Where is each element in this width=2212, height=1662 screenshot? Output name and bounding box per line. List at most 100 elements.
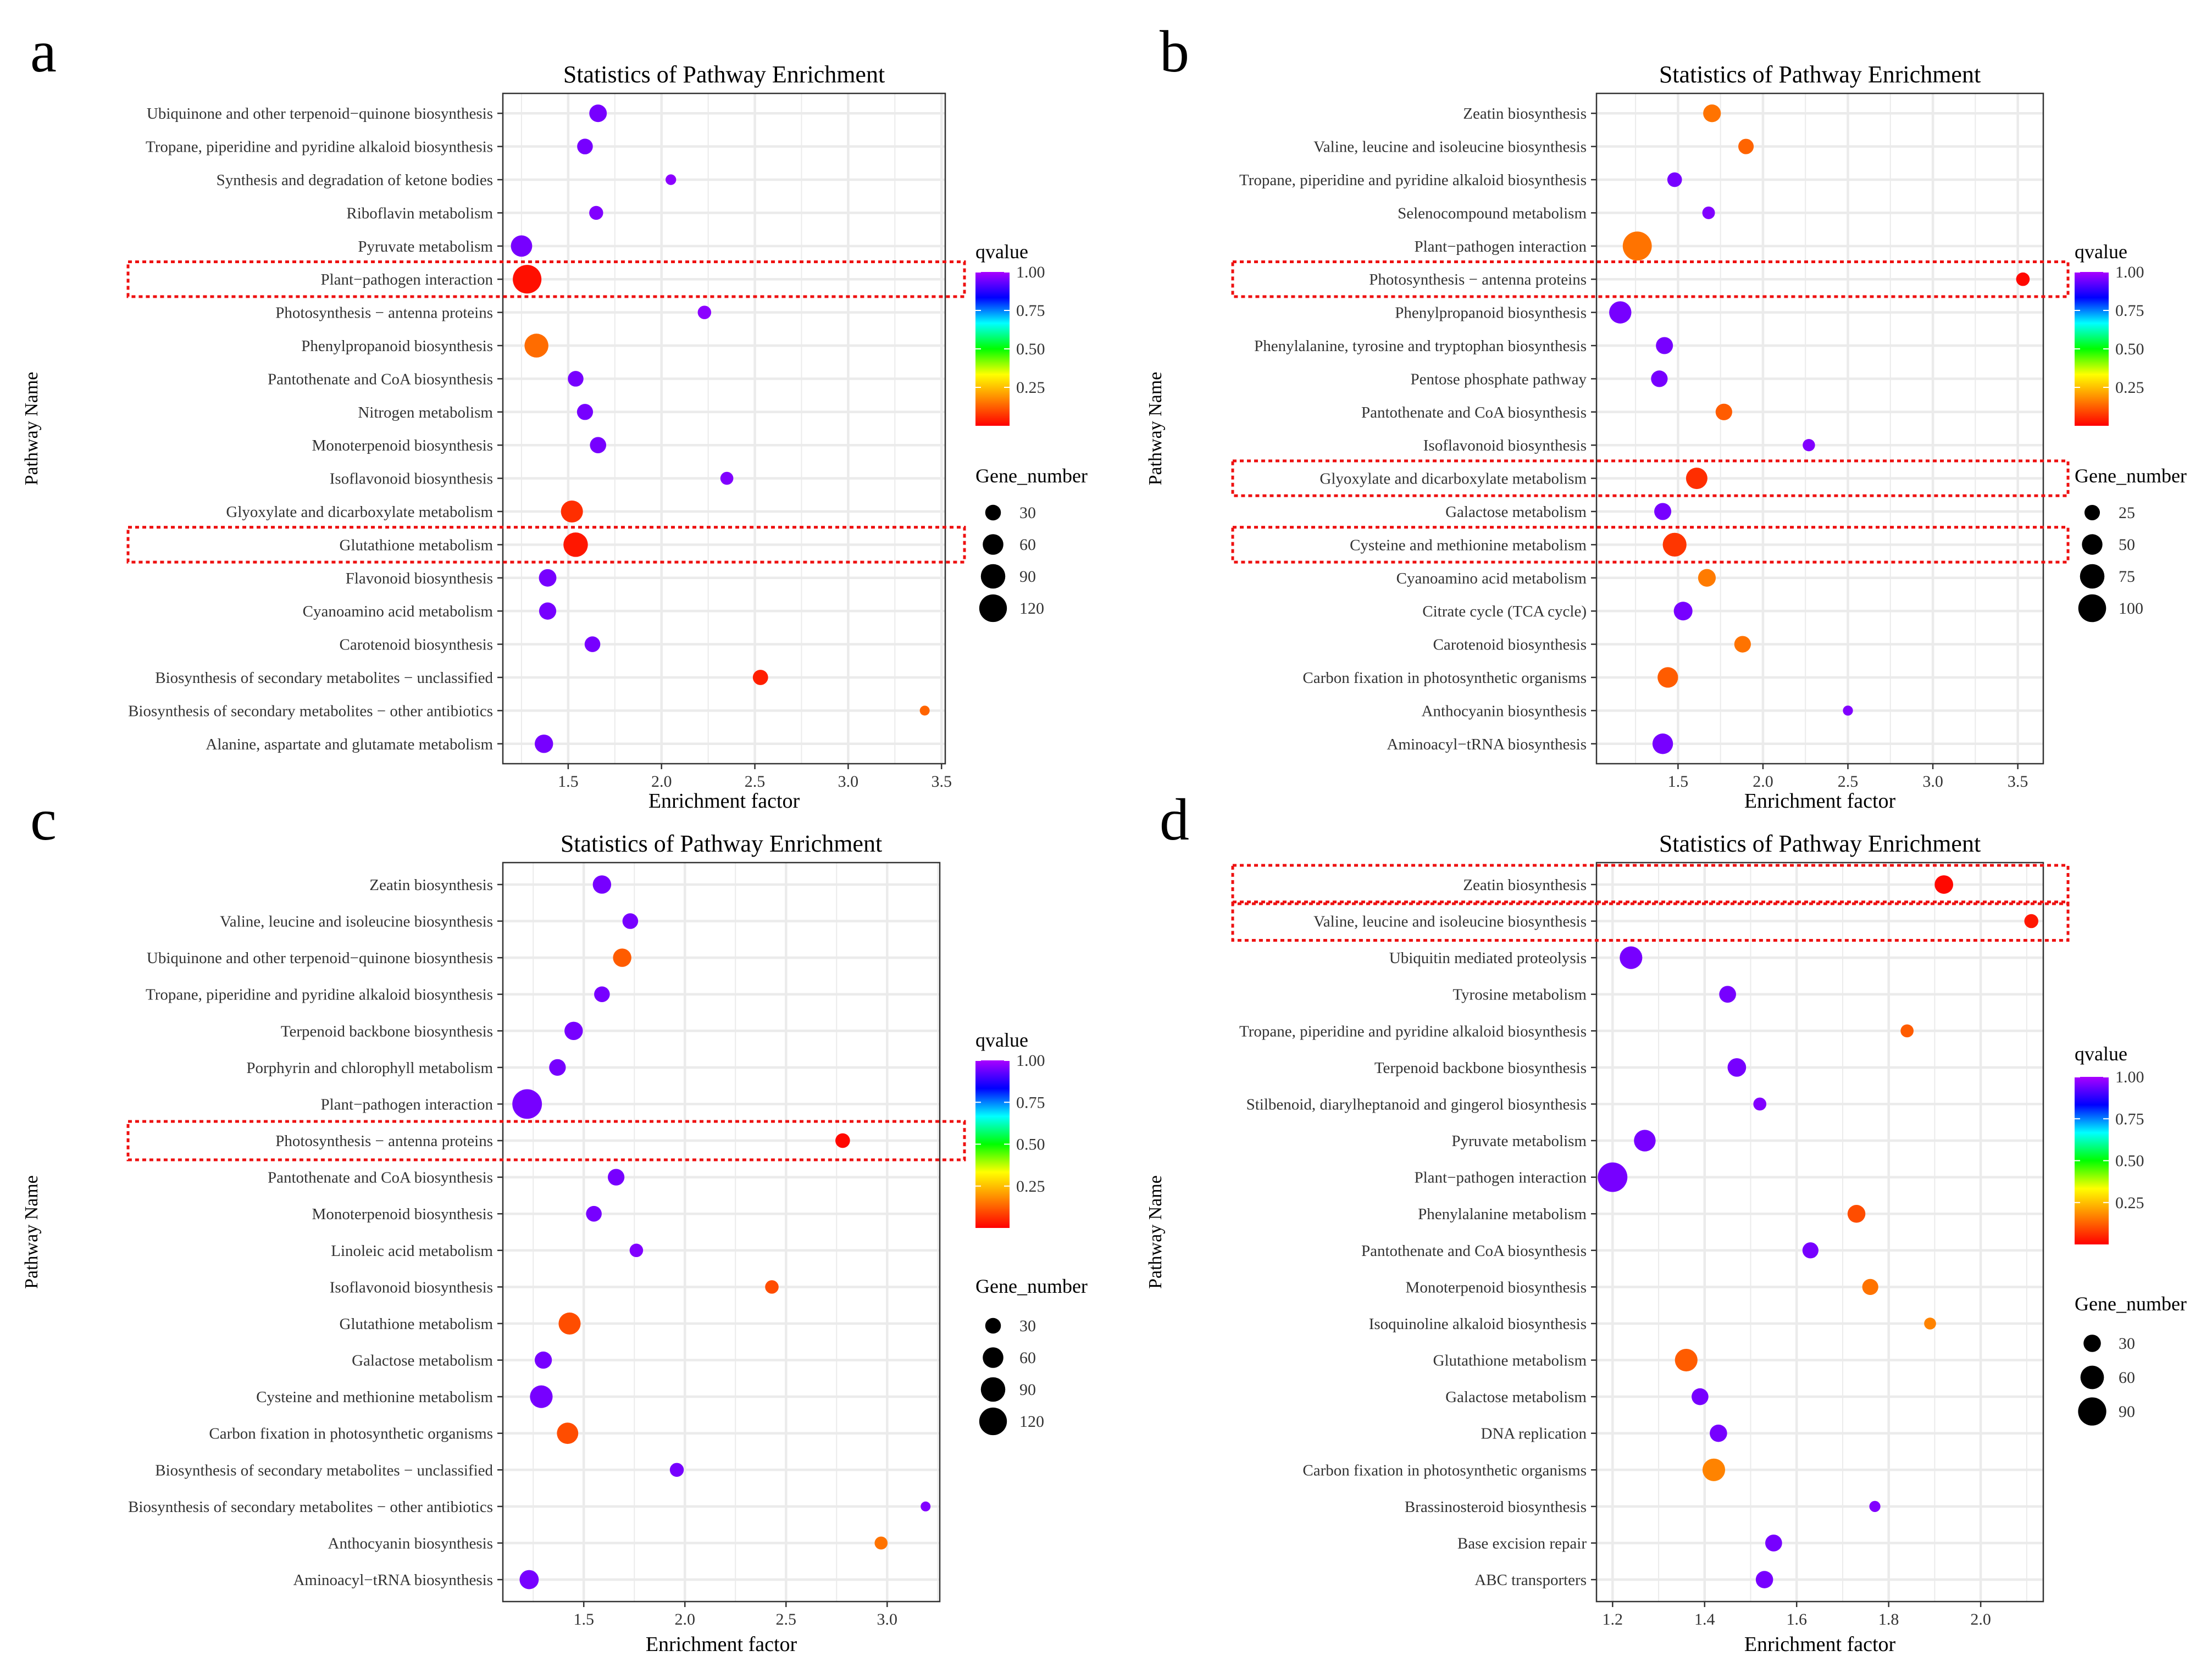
colorbar-tick-label: 0.50 [1016, 340, 1045, 358]
size-legend-key [985, 504, 1001, 521]
y-tick-label: Glutathione metabolism [340, 1315, 494, 1333]
data-point [513, 265, 542, 294]
data-point [1620, 946, 1643, 969]
size-legend-label: 60 [1019, 536, 1036, 554]
y-tick-label: Zeatin biosynthesis [1463, 105, 1587, 123]
data-point [1657, 667, 1678, 688]
y-tick-label: Glutathione metabolism [340, 536, 494, 554]
data-point [607, 1169, 625, 1186]
x-axis-title: Enrichment factor [648, 790, 800, 813]
y-tick-label: Glyoxylate and dicarboxylate metabolism [226, 503, 493, 521]
data-point [511, 235, 533, 257]
size-legend-key [980, 564, 1006, 589]
size-legend-label: 90 [2119, 1403, 2135, 1421]
size-legend-key [2080, 1365, 2104, 1389]
data-point [563, 532, 588, 557]
y-tick-label: Biosynthesis of secondary metabolites − … [128, 702, 493, 720]
data-point [1900, 1024, 1914, 1038]
data-point [1869, 1500, 1881, 1512]
data-point [594, 986, 610, 1002]
y-tick-label: Pantothenate and CoA biosynthesis [1361, 1242, 1587, 1260]
data-point [1843, 705, 1853, 716]
qvalue-colorbar [975, 1060, 1010, 1228]
panel-label: a [30, 19, 57, 85]
y-tick-label: Valine, leucine and isoleucine biosynthe… [1313, 138, 1587, 156]
y-tick-label: Zeatin biosynthesis [1463, 876, 1587, 894]
y-tick-label: Phenylpropanoid biosynthesis [1395, 304, 1587, 322]
colorbar-tick-label: 1.00 [2115, 263, 2144, 281]
colorbar-tick-label: 0.75 [1016, 302, 1045, 320]
y-tick-label: Plant−pathogen interaction [320, 1096, 493, 1113]
size-legend-label: 60 [1019, 1349, 1036, 1367]
qvalue-colorbar [2075, 272, 2109, 426]
data-point [1710, 1424, 1727, 1442]
y-tick-label: Phenylpropanoid biosynthesis [301, 337, 493, 355]
data-point [1667, 172, 1682, 187]
qvalue-colorbar [975, 272, 1010, 426]
data-point [1727, 1058, 1747, 1077]
size-legend-key [2083, 1335, 2101, 1352]
data-point [1703, 104, 1721, 123]
data-point [557, 1422, 579, 1444]
data-point [1651, 370, 1668, 387]
highlight-box [126, 1120, 966, 1161]
size-legend-title: Gene_number [975, 1275, 1088, 1297]
chart-title: Statistics of Pathway Enrichment [1659, 830, 1981, 857]
size-legend-key [2078, 1397, 2106, 1426]
plot-border [502, 92, 946, 765]
y-tick-label: Carbon fixation in photosynthetic organi… [1302, 669, 1587, 687]
x-axis-title: Enrichment factor [646, 1633, 797, 1656]
y-tick-label: Pantothenate and CoA biosynthesis [268, 370, 493, 388]
x-tick-label: 1.2 [1603, 1610, 1623, 1628]
colorbar-tick-label: 0.75 [2115, 302, 2144, 320]
data-point [1862, 1279, 1878, 1295]
data-point [512, 1089, 542, 1119]
y-tick-label: Linoleic acid metabolism [331, 1242, 493, 1260]
size-legend-key [979, 594, 1007, 622]
y-tick-label: Isoflavonoid biosynthesis [1423, 437, 1587, 454]
y-tick-label: Cysteine and methionine metabolism [1350, 536, 1587, 554]
data-point [919, 705, 930, 716]
qvalue-legend-title: qvalue [975, 241, 1028, 263]
size-legend-key [980, 1377, 1006, 1402]
data-point [534, 1351, 552, 1369]
data-point [1702, 1458, 1726, 1481]
y-tick-label: ABC transporters [1474, 1571, 1587, 1589]
colorbar-tick-label: 0.50 [2115, 1152, 2144, 1170]
highlight-box [1231, 901, 2070, 942]
size-legend-label: 25 [2119, 504, 2135, 522]
size-legend-label: 75 [2119, 568, 2135, 586]
y-tick-label: DNA replication [1481, 1425, 1587, 1443]
data-point [1652, 733, 1673, 754]
y-tick-label: Pantothenate and CoA biosynthesis [1361, 404, 1587, 421]
y-tick-label: Phenylalanine metabolism [1418, 1205, 1587, 1223]
size-legend-title: Gene_number [2075, 1293, 2187, 1315]
panel-label: d [1160, 787, 1189, 853]
data-point [1622, 231, 1652, 261]
y-tick-label: Anthocyanin biosynthesis [1422, 702, 1587, 720]
data-point [1802, 1242, 1819, 1259]
y-tick-label: Tyrosine metabolism [1453, 986, 1587, 1004]
data-point [622, 913, 639, 929]
y-tick-label: Terpenoid backbone biosynthesis [281, 1022, 493, 1040]
colorbar-tick-label: 1.00 [1016, 263, 1045, 281]
y-axis-title: Pathway Name [21, 1175, 42, 1289]
chart-title: Statistics of Pathway Enrichment [1659, 61, 1981, 88]
data-point [539, 569, 557, 587]
size-legend-key [983, 534, 1004, 555]
y-tick-label: Stilbenoid, diarylheptanoid and gingerol… [1246, 1096, 1587, 1113]
data-point [921, 1501, 931, 1511]
data-point [1673, 602, 1693, 621]
y-tick-label: Zeatin biosynthesis [369, 876, 493, 894]
data-point [1738, 138, 1754, 154]
y-tick-label: Ubiquitin mediated proteolysis [1389, 949, 1587, 967]
data-point [1654, 503, 1672, 520]
size-legend-key [2082, 534, 2103, 555]
data-point [530, 1385, 553, 1408]
y-tick-label: Carotenoid biosynthesis [1433, 636, 1587, 654]
size-legend-label: 120 [1019, 1413, 1044, 1431]
size-legend-key [2080, 564, 2105, 589]
y-tick-label: Galactose metabolism [1445, 1388, 1587, 1406]
data-point [584, 636, 601, 652]
